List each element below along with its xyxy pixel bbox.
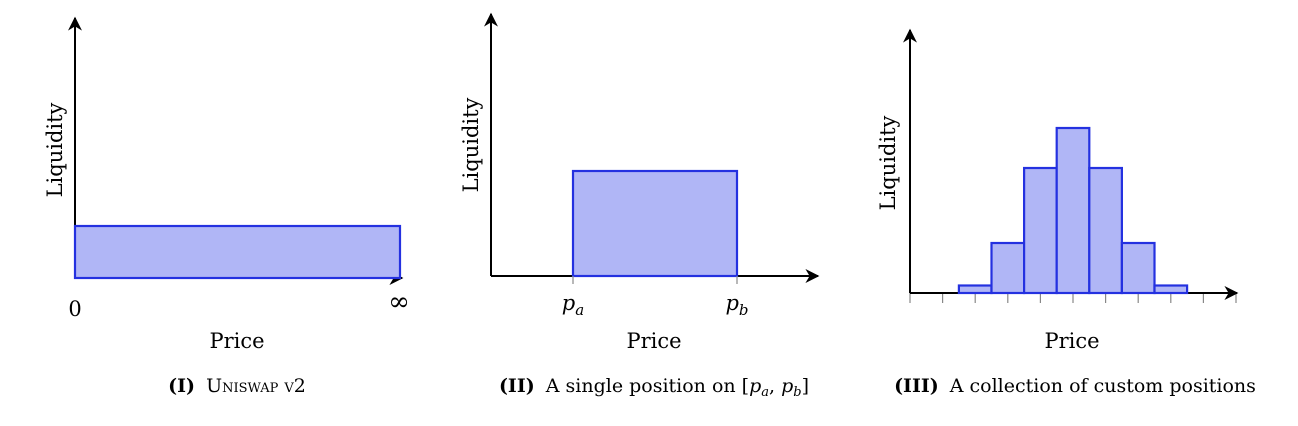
caption-text: Uniswap v2	[206, 375, 306, 397]
caption-number: (I)	[168, 375, 195, 397]
y-axis-label: Liquidity	[459, 97, 483, 192]
caption-number: (II)	[499, 375, 535, 397]
caption-number: (III)	[894, 375, 939, 397]
liquidity-bar	[990, 241, 1026, 295]
y-axis-label: Liquidity	[43, 102, 67, 197]
tick-label-pb: pb	[725, 291, 748, 319]
panel-uniswap-v2: Liquidity 0 ∞ Price (I) Uniswap v2	[43, 16, 410, 397]
caption: (I) Uniswap v2	[168, 375, 306, 397]
panel-custom-positions: Liquidity Price (III) A collection of cu…	[876, 28, 1256, 397]
x-axis-label: Price	[626, 329, 681, 353]
panel-single-position: Liquidity pa pb Price (II) A single posi…	[459, 12, 820, 400]
x-axis-label: Price	[1044, 329, 1099, 353]
liquidity-bar	[73, 224, 402, 280]
tick-label-pa: pa	[562, 291, 584, 319]
y-axis-label: Liquidity	[876, 115, 900, 210]
liquidity-bar	[957, 284, 993, 295]
caption: (II) A single position on [pa, pb]	[499, 375, 809, 400]
liquidity-bars	[957, 126, 1189, 295]
x-axis-label: Price	[209, 329, 264, 353]
liquidity-bar	[1120, 241, 1156, 295]
liquidity-bar	[1153, 284, 1189, 295]
caption-text-prefix: A single position on [	[545, 375, 749, 397]
tick-label-infinity: ∞	[388, 287, 410, 317]
liquidity-bar	[571, 169, 739, 278]
x-ticks	[909, 293, 1237, 303]
caption: (III) A collection of custom positions	[894, 375, 1256, 397]
caption-text: A collection of custom positions	[949, 375, 1256, 397]
liquidity-bar	[1055, 126, 1091, 295]
caption-pa: p	[749, 375, 761, 397]
liquidity-bar	[1088, 166, 1124, 295]
tick-label-zero: 0	[68, 297, 81, 321]
liquidity-bar	[1022, 166, 1058, 295]
